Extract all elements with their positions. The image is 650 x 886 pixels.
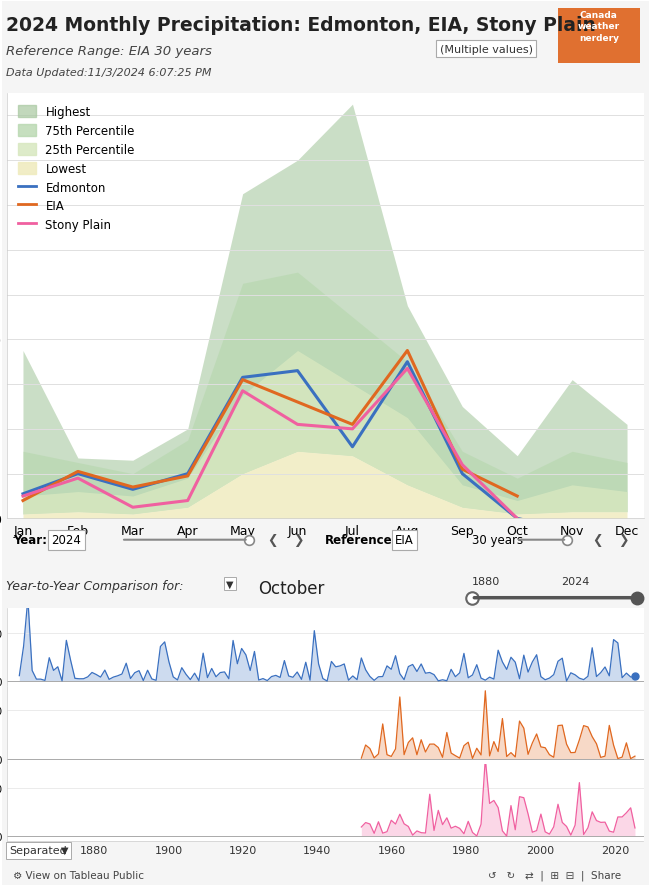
Text: 1960: 1960 xyxy=(378,845,406,855)
Text: Canada
weather
nerdery: Canada weather nerdery xyxy=(578,11,620,43)
Text: ▼: ▼ xyxy=(60,845,68,855)
Text: Data Updated:11/3/2024 6:07:25 PM: Data Updated:11/3/2024 6:07:25 PM xyxy=(6,68,212,78)
Text: 2000: 2000 xyxy=(526,845,554,855)
Text: 1980: 1980 xyxy=(452,845,480,855)
Text: ⚙ View on Tableau Public: ⚙ View on Tableau Public xyxy=(13,870,144,880)
Text: ❮: ❮ xyxy=(268,533,278,547)
Text: 30 years: 30 years xyxy=(471,533,523,547)
Text: ↺   ↻   ⇄  |  ⊞  ⊟  |  Share: ↺ ↻ ⇄ | ⊞ ⊟ | Share xyxy=(488,870,621,880)
Text: ❯: ❯ xyxy=(293,533,304,547)
Text: EIA: EIA xyxy=(395,533,414,547)
Text: 2024: 2024 xyxy=(561,577,589,587)
Text: 1900: 1900 xyxy=(155,845,183,855)
Text: 1940: 1940 xyxy=(303,845,332,855)
Text: 2024: 2024 xyxy=(51,533,81,547)
Text: Reference:: Reference: xyxy=(325,533,398,547)
Text: 2020: 2020 xyxy=(601,845,629,855)
Text: ▼: ▼ xyxy=(226,579,234,589)
Text: October: October xyxy=(258,579,324,597)
Text: 2024 Monthly Precipitation: Edmonton, EIA, Stony Plain: 2024 Monthly Precipitation: Edmonton, EI… xyxy=(6,16,597,35)
Text: Reference Range: EIA 30 years: Reference Range: EIA 30 years xyxy=(6,44,213,58)
Text: (Multiple values): (Multiple values) xyxy=(439,44,532,55)
Text: Separated: Separated xyxy=(10,845,68,855)
Text: 1880: 1880 xyxy=(80,845,108,855)
Text: Year-to-Year Comparison for:: Year-to-Year Comparison for: xyxy=(6,579,184,592)
Legend: Highest, 75th Percentile, 25th Percentile, Lowest, Edmonton, EIA, Stony Plain: Highest, 75th Percentile, 25th Percentil… xyxy=(12,100,141,238)
Text: 1880: 1880 xyxy=(471,577,500,587)
FancyBboxPatch shape xyxy=(558,9,640,64)
Text: Year:: Year: xyxy=(13,533,47,547)
Text: ❮: ❮ xyxy=(593,533,603,547)
Text: ❯: ❯ xyxy=(618,533,629,547)
Text: 1920: 1920 xyxy=(229,845,257,855)
